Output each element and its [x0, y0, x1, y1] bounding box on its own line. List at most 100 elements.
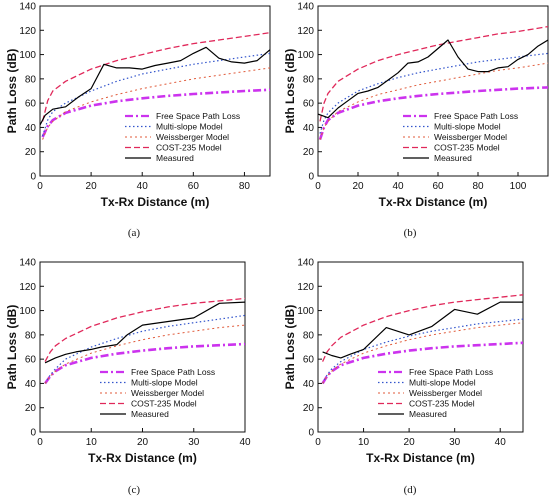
y-tick-label: 100 — [19, 50, 36, 61]
legend-label: Free Space Path Loss — [434, 111, 518, 121]
x-tick-label: 60 — [188, 181, 200, 192]
x-tick-label: 10 — [358, 437, 370, 448]
series-line-measured — [322, 301, 523, 359]
panel-caption: (c) — [128, 484, 141, 496]
y-tick-label: 140 — [297, 2, 314, 13]
x-tick-label: 80 — [239, 181, 251, 192]
x-tick-label: 0 — [315, 181, 321, 192]
x-tick-label: 100 — [510, 181, 527, 192]
x-tick-label: 0 — [315, 437, 321, 448]
y-tick-label: 100 — [297, 306, 314, 317]
series-line-cost-235-model — [322, 294, 523, 362]
y-tick-label: 20 — [25, 147, 37, 158]
x-tick-label: 0 — [37, 181, 43, 192]
series-line-cost-235-model — [319, 25, 548, 122]
legend-label: Multi-slope Model — [434, 122, 501, 132]
y-tick-label: 60 — [25, 355, 37, 366]
plot-frame — [317, 261, 524, 433]
plot-frame — [39, 5, 271, 177]
y-tick-label: 120 — [297, 282, 314, 293]
y-tick-label: 140 — [19, 2, 36, 13]
y-tick-label: 120 — [19, 26, 36, 37]
legend-label: Multi-slope Model — [156, 122, 223, 132]
series-line-free-space-path-loss — [44, 342, 245, 385]
series-line-free-space-path-loss — [41, 88, 270, 138]
y-tick-label: 40 — [25, 123, 37, 134]
legend-label: Measured — [434, 153, 472, 163]
x-axis-label: Tx-Rx Distance (m) — [101, 195, 210, 209]
panel-caption: (b) — [404, 227, 417, 239]
panel-caption: (d) — [404, 484, 417, 496]
chart-panel-2: 0 20 40 60 80 100 120 140 0 20 40 60 80 100 Tx-Rx Dist… — [283, 2, 549, 239]
series-line-measured — [44, 301, 245, 364]
x-axis-label: Tx-Rx Distance (m) — [366, 451, 475, 465]
legend-label: Weissberger Model — [409, 388, 482, 398]
series-group — [321, 294, 523, 385]
y-tick-label: 80 — [303, 74, 315, 85]
legend-label: Weissberger Model — [156, 132, 229, 142]
series-group — [318, 25, 548, 141]
y-axis-label: Path Loss (dB) — [5, 49, 19, 134]
series-line-multi-slope-model — [319, 52, 548, 134]
legend-label: Measured — [409, 409, 447, 419]
legend-label: Free Space Path Loss — [409, 367, 493, 377]
y-tick-label: 0 — [30, 428, 36, 439]
x-axis-label: Tx-Rx Distance (m) — [88, 451, 197, 465]
series-group — [40, 32, 270, 140]
y-tick-label: 80 — [303, 330, 315, 341]
y-tick-label: 100 — [297, 50, 314, 61]
series-line-measured — [40, 46, 270, 126]
y-tick-label: 0 — [308, 172, 314, 183]
x-tick-label: 40 — [137, 181, 149, 192]
legend-label: Weissberger Model — [131, 388, 204, 398]
x-tick-label: 30 — [449, 437, 461, 448]
series-line-free-space-path-loss — [321, 341, 523, 385]
series-line-cost-235-model — [41, 32, 270, 122]
y-tick-label: 40 — [25, 379, 37, 390]
chart-panel-1: 0 20 40 60 80 100 120 140 0 20 40 60 80 Tx-Rx Distanc… — [5, 2, 271, 239]
legend-label: Multi-slope Model — [409, 378, 476, 388]
y-axis-label: Path Loss (dB) — [283, 305, 297, 390]
x-tick-label: 20 — [137, 437, 149, 448]
x-tick-label: 20 — [404, 437, 416, 448]
y-tick-label: 60 — [303, 355, 315, 366]
chart-panel-3: 0 20 40 60 80 100 120 140 0 10 20 30 40 Tx-Rx Distanc… — [5, 258, 251, 497]
legend-label: Weissberger Model — [434, 132, 507, 142]
legend-label: Measured — [131, 409, 169, 419]
series-line-multi-slope-model — [42, 52, 270, 137]
y-tick-label: 100 — [19, 306, 36, 317]
y-tick-label: 140 — [297, 258, 314, 269]
y-tick-label: 0 — [308, 428, 314, 439]
x-tick-label: 40 — [392, 181, 404, 192]
x-tick-label: 30 — [188, 437, 200, 448]
x-tick-label: 0 — [37, 437, 43, 448]
y-tick-label: 40 — [303, 379, 315, 390]
y-tick-label: 20 — [303, 147, 315, 158]
x-tick-label: 40 — [495, 437, 507, 448]
series-line-measured — [318, 39, 548, 119]
chart-panel-4: 0 20 40 60 80 100 120 140 0 10 20 30 40 Tx-Rx Distanc… — [283, 258, 524, 496]
y-tick-label: 0 — [30, 172, 36, 183]
legend-label: COST-235 Model — [434, 143, 500, 153]
series-group — [44, 297, 245, 385]
x-tick-label: 40 — [239, 437, 251, 448]
y-tick-label: 80 — [25, 74, 37, 85]
x-tick-label: 20 — [352, 181, 364, 192]
panel-caption: (a) — [128, 227, 141, 239]
x-tick-label: 80 — [472, 181, 484, 192]
series-line-weissberger-model — [319, 62, 548, 140]
legend-label: Free Space Path Loss — [131, 367, 215, 377]
y-tick-label: 20 — [25, 403, 37, 414]
y-tick-label: 140 — [19, 258, 36, 269]
legend-label: COST-235 Model — [409, 399, 475, 409]
y-tick-label: 20 — [303, 403, 315, 414]
y-axis-label: Path Loss (dB) — [5, 305, 19, 390]
x-axis-label: Tx-Rx Distance (m) — [379, 195, 488, 209]
legend-label: Multi-slope Model — [131, 378, 198, 388]
series-line-cost-235-model — [44, 297, 245, 362]
